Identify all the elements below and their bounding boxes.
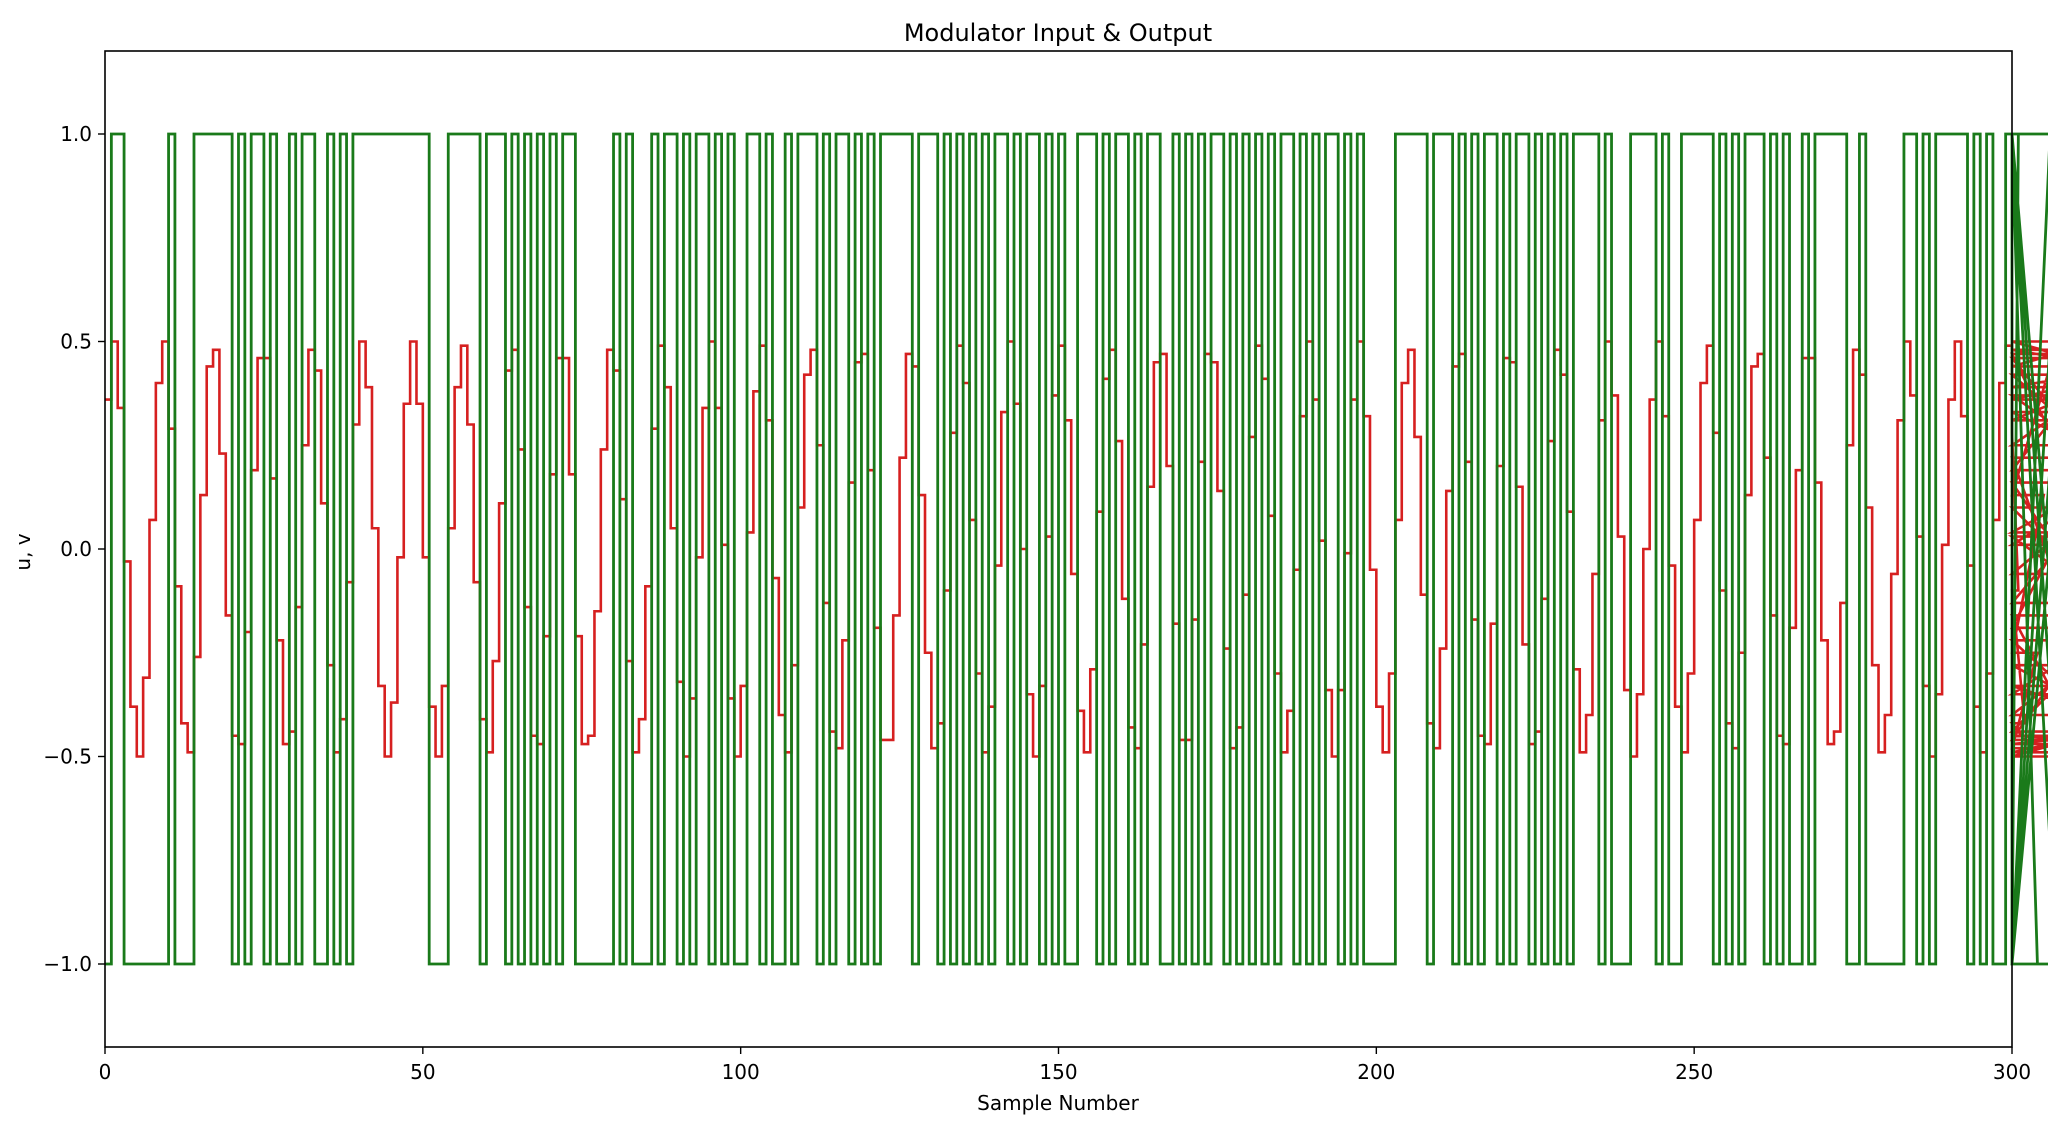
x-tick-label: 150 — [1039, 1060, 1077, 1084]
y-tick-label: 1.0 — [60, 122, 92, 146]
y-axis: 1.0 0.5 0.0 −0.5 −1.0 — [43, 122, 105, 976]
y-tick-label: 0.5 — [60, 330, 92, 354]
chart-title: Modulator Input & Output — [904, 19, 1212, 47]
y-tick-label: 0.0 — [60, 537, 92, 561]
x-tick-label: 100 — [722, 1060, 760, 1084]
x-tick-label: 200 — [1357, 1060, 1395, 1084]
series-line-v — [105, 132, 2048, 966]
x-tick-label: 300 — [1993, 1060, 2031, 1084]
x-axis: 0 50 100 150 200 250 300 — [99, 1047, 2031, 1084]
x-tick-label: 250 — [1675, 1060, 1713, 1084]
series-layer — [105, 132, 2048, 966]
x-tick-label: 0 — [99, 1060, 112, 1084]
y-tick-label: −0.5 — [43, 745, 92, 769]
x-axis-label: Sample Number — [977, 1091, 1139, 1115]
y-tick-label: −1.0 — [43, 952, 92, 976]
y-axis-label: u, v — [11, 533, 35, 570]
x-tick-label: 50 — [410, 1060, 435, 1084]
